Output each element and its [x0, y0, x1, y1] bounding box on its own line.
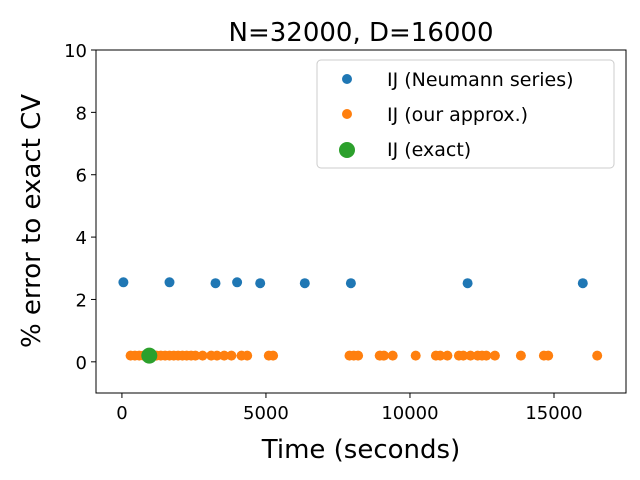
data-point-series-1 — [458, 350, 469, 361]
data-point-series-0 — [118, 277, 129, 288]
data-point-series-0 — [299, 278, 310, 289]
x-axis-ticks: 0 5000 10000 15000 — [116, 393, 583, 424]
y-axis-title: % error to exact CV — [17, 94, 47, 348]
data-point-series-1 — [379, 350, 389, 361]
data-point-series-0 — [164, 277, 175, 288]
x-tick-label: 15000 — [525, 403, 582, 424]
data-point-series-1 — [543, 350, 554, 361]
data-point-series-1 — [197, 350, 208, 361]
y-tick-label: 8 — [76, 103, 87, 124]
y-tick-label: 0 — [76, 353, 87, 374]
x-axis-title: Time (seconds) — [261, 435, 460, 465]
data-point-series-1 — [353, 350, 364, 361]
data-point-series-1 — [268, 350, 279, 361]
x-tick-label: 10000 — [381, 403, 438, 424]
legend-marker-approx — [342, 109, 352, 119]
data-point-series-0 — [345, 278, 356, 289]
data-point-series-2 — [141, 347, 158, 364]
data-point-series-0 — [255, 278, 266, 289]
data-point-series-1 — [387, 350, 398, 361]
data-point-series-0 — [210, 278, 221, 289]
legend-label-neumann: IJ (Neumann series) — [387, 69, 574, 91]
data-point-series-1 — [489, 350, 500, 361]
data-point-series-1 — [465, 350, 476, 361]
y-tick-label: 6 — [76, 166, 87, 187]
data-point-series-0 — [232, 277, 243, 288]
data-point-series-1 — [410, 350, 421, 361]
data-point-series-1 — [212, 350, 222, 361]
y-tick-label: 2 — [76, 290, 87, 311]
plot-frame — [95, 49, 627, 394]
plot-points — [118, 277, 603, 364]
legend-marker-neumann — [342, 74, 352, 84]
chart-title: N=32000, D=16000 — [229, 18, 494, 48]
legend-frame — [316, 59, 615, 169]
legend-label-exact: IJ (exact) — [387, 139, 471, 161]
data-point-series-0 — [577, 278, 588, 289]
legend: IJ (Neumann series) IJ (our approx.) IJ … — [316, 59, 615, 169]
data-point-series-1 — [442, 350, 453, 361]
y-axis-ticks: 0 2 4 6 8 10 — [64, 41, 96, 374]
y-tick-label: 10 — [64, 41, 87, 62]
data-point-series-1 — [242, 350, 253, 361]
data-point-series-1 — [219, 350, 230, 361]
data-point-series-0 — [462, 278, 473, 289]
x-tick-label: 0 — [116, 403, 127, 424]
data-point-series-1 — [515, 350, 526, 361]
legend-marker-exact — [339, 142, 355, 158]
y-tick-label: 4 — [76, 228, 87, 249]
data-point-series-1 — [226, 350, 237, 361]
data-point-series-1 — [190, 350, 201, 361]
data-point-series-1 — [481, 350, 492, 361]
data-point-series-1 — [435, 350, 446, 361]
legend-label-approx: IJ (our approx.) — [387, 104, 528, 126]
x-tick-label: 5000 — [243, 403, 289, 424]
data-point-series-1 — [592, 350, 603, 361]
